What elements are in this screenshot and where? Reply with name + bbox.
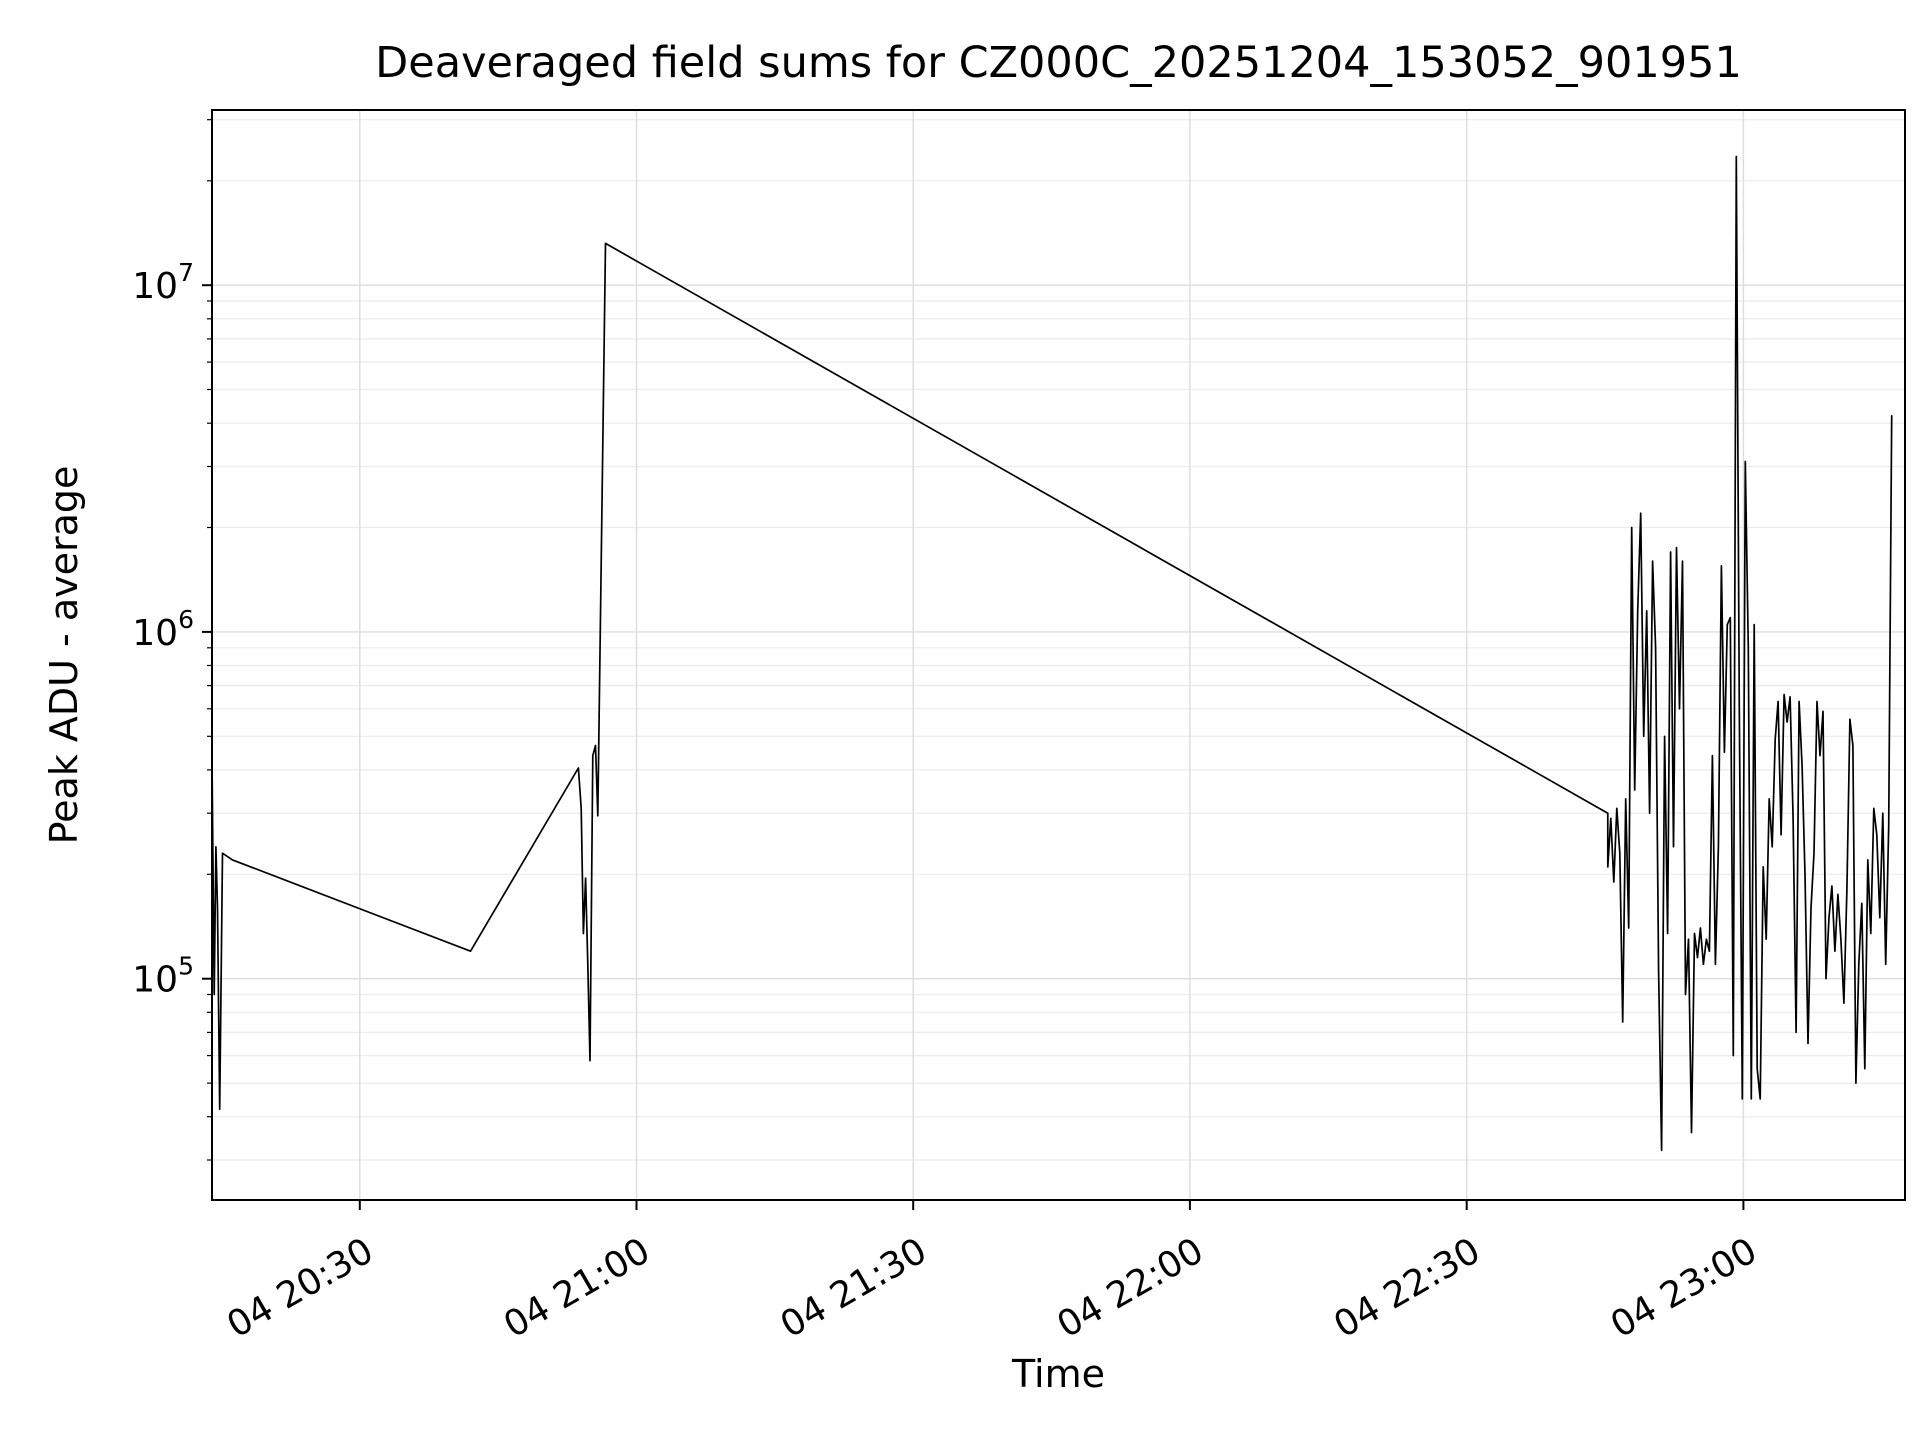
svg-text:04 23:00: 04 23:00	[1604, 1230, 1764, 1346]
svg-text:04 22:30: 04 22:30	[1327, 1230, 1487, 1346]
svg-text:04 22:00: 04 22:00	[1050, 1230, 1210, 1346]
svg-text:107: 107	[132, 258, 194, 307]
svg-text:04 21:30: 04 21:30	[774, 1230, 934, 1346]
svg-text:106: 106	[132, 605, 194, 654]
svg-text:04 20:30: 04 20:30	[220, 1230, 380, 1346]
svg-text:105: 105	[132, 952, 194, 1001]
chart-title: Deaveraged field sums for CZ000C_2025120…	[375, 38, 1742, 88]
x-axis-label: Time	[1012, 1352, 1105, 1396]
svg-text:04 21:00: 04 21:00	[497, 1230, 657, 1346]
